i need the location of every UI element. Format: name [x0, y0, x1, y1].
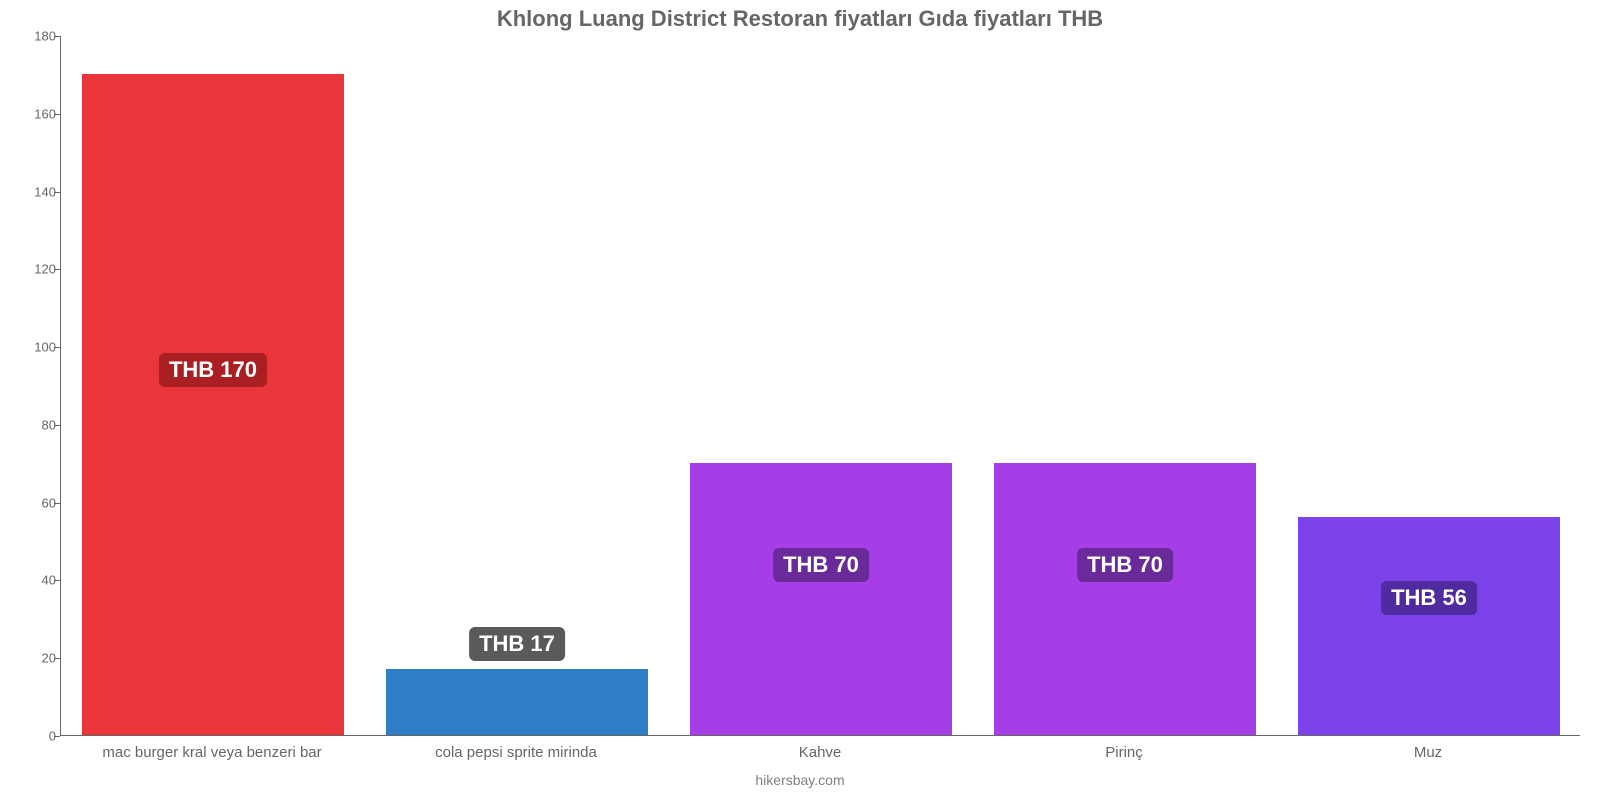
bar: [82, 74, 343, 735]
y-tick-label: 40: [0, 573, 56, 588]
y-tick-mark: [54, 347, 60, 348]
y-tick-label: 20: [0, 651, 56, 666]
y-tick-label: 120: [0, 262, 56, 277]
x-tick-label: Muz: [1414, 744, 1442, 761]
y-tick-label: 180: [0, 29, 56, 44]
price-chart: Khlong Luang District Restoran fiyatları…: [0, 0, 1600, 800]
bar-value-label: THB 70: [773, 548, 869, 582]
bar: [386, 669, 647, 735]
bar: [690, 463, 951, 735]
bar-value-label: THB 70: [1077, 548, 1173, 582]
bar: [1298, 517, 1559, 735]
y-tick-label: 140: [0, 184, 56, 199]
y-tick-label: 60: [0, 495, 56, 510]
bar: [994, 463, 1255, 735]
chart-title: Khlong Luang District Restoran fiyatları…: [0, 6, 1600, 32]
x-tick-label: mac burger kral veya benzeri bar: [102, 744, 321, 761]
y-tick-mark: [54, 658, 60, 659]
x-tick-label: Kahve: [799, 744, 842, 761]
plot-area: THB 170 THB 17 THB 70 THB 70 THB 56: [60, 36, 1580, 736]
y-tick-mark: [54, 425, 60, 426]
y-tick-label: 0: [0, 729, 56, 744]
bar-value-label: THB 56: [1381, 581, 1477, 615]
y-tick-mark: [54, 36, 60, 37]
y-tick-mark: [54, 269, 60, 270]
bar-value-label: THB 17: [469, 627, 565, 661]
x-tick-label: cola pepsi sprite mirinda: [435, 744, 597, 761]
x-tick-label: Pirinç: [1105, 744, 1143, 761]
bar-value-label: THB 170: [159, 353, 267, 387]
y-tick-mark: [54, 503, 60, 504]
y-tick-mark: [54, 192, 60, 193]
chart-footer: hikersbay.com: [0, 772, 1600, 788]
y-tick-label: 100: [0, 340, 56, 355]
y-tick-label: 160: [0, 106, 56, 121]
y-tick-mark: [54, 114, 60, 115]
y-tick-mark: [54, 736, 60, 737]
y-tick-label: 80: [0, 417, 56, 432]
y-tick-mark: [54, 580, 60, 581]
